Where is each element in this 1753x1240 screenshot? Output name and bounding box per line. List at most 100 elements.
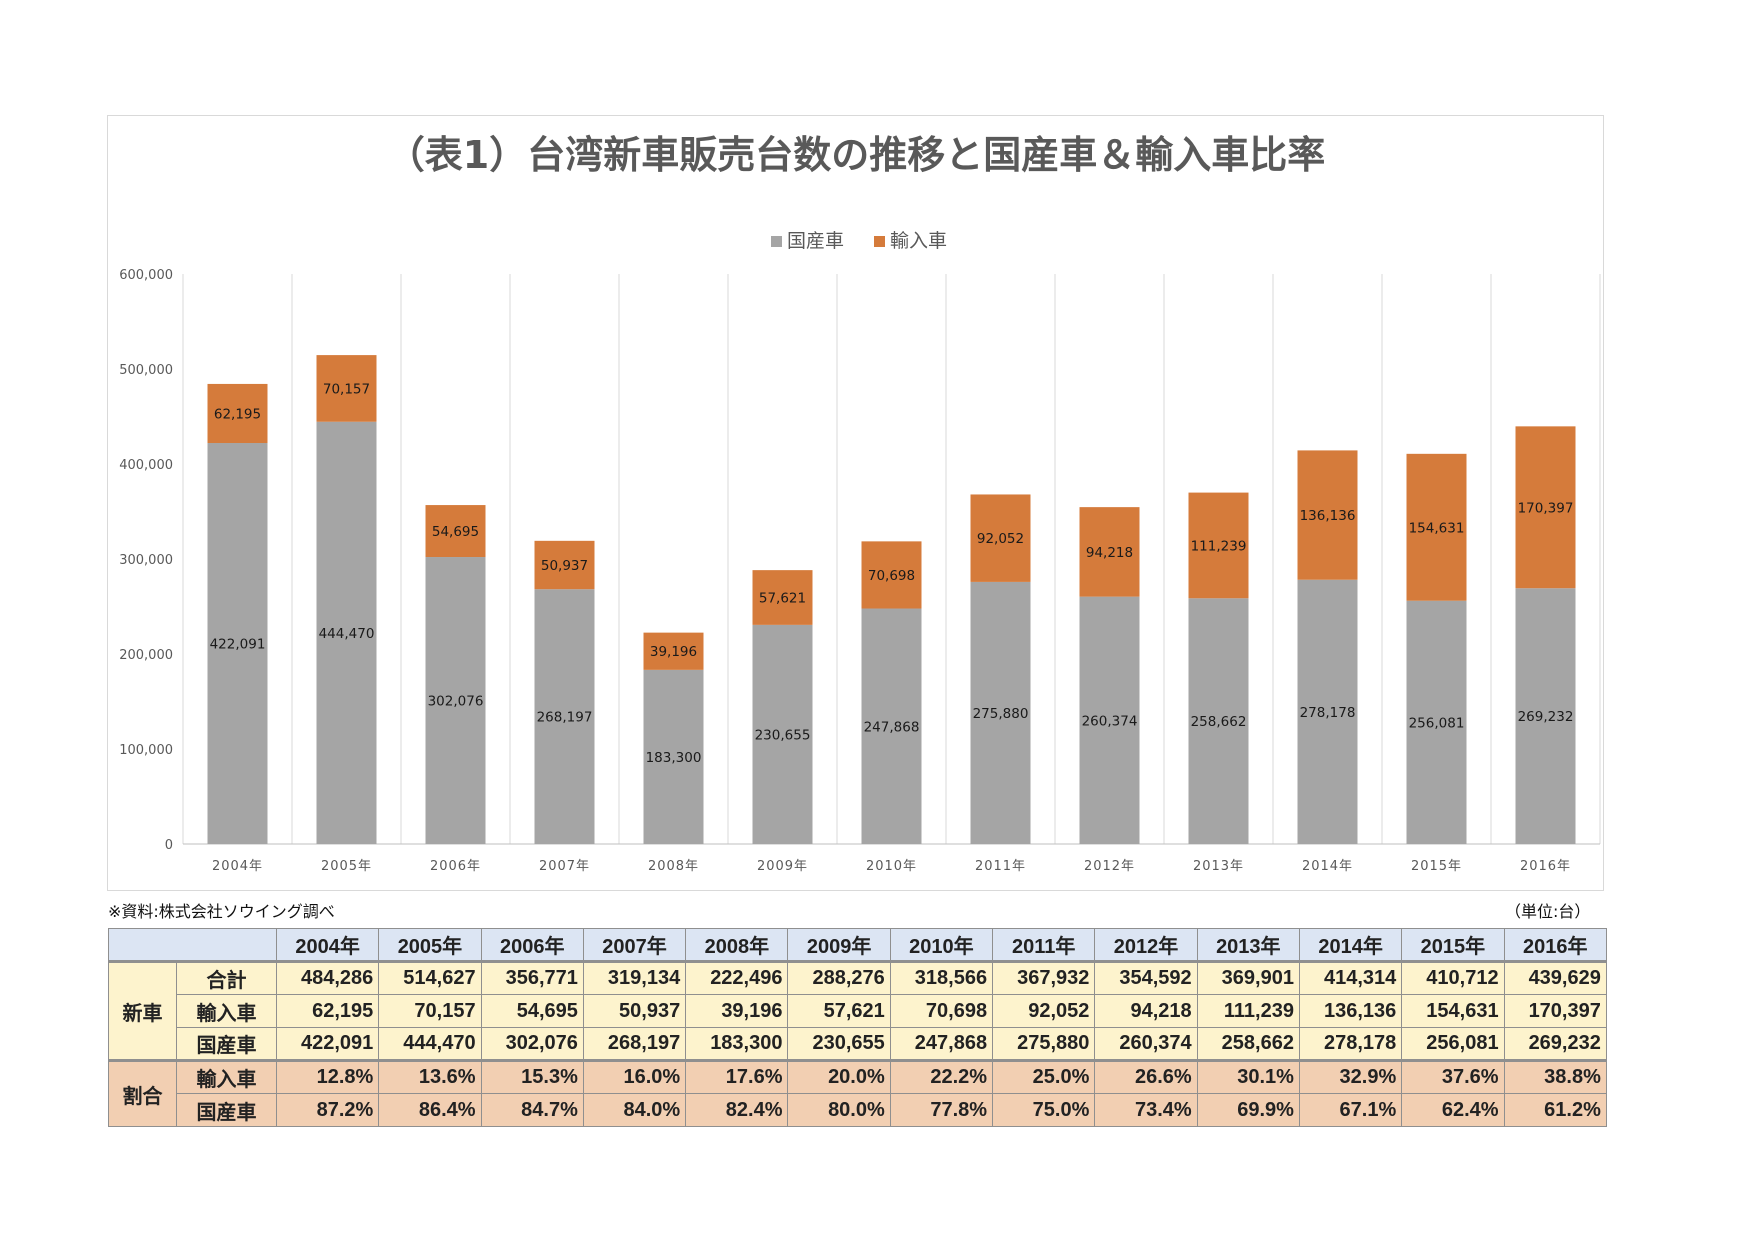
table-cell: 256,081 [1401, 1027, 1505, 1061]
bar-imported [1515, 426, 1576, 589]
table-cell: 15.3% [480, 1059, 584, 1094]
bar-domestic [970, 581, 1031, 844]
data-label-domestic: 422,091 [210, 637, 266, 653]
x-tick-label: 2015年 [1411, 859, 1462, 874]
table-cell: 30.1% [1196, 1059, 1300, 1094]
table-cell: 222,496 [685, 961, 789, 995]
bar-imported [1297, 450, 1358, 580]
table-cell: 61.2% [1503, 1093, 1607, 1127]
data-label-imported: 111,239 [1191, 538, 1247, 554]
table-cell: 25.0% [992, 1059, 1096, 1094]
table-cell: 92,052 [992, 994, 1096, 1028]
table-corner-cell [108, 928, 277, 963]
table-cell: 278,178 [1298, 1027, 1403, 1061]
data-label-domestic: 275,880 [973, 706, 1029, 722]
bar-domestic [1406, 600, 1467, 844]
y-tick-label: 400,000 [119, 458, 173, 473]
table-column-header: 2010年 [889, 928, 994, 963]
bar-domestic [207, 443, 268, 844]
y-tick-label: 300,000 [119, 553, 173, 568]
table-cell: 50,937 [582, 994, 687, 1028]
bar-domestic [1079, 596, 1140, 844]
table-cell: 111,239 [1196, 994, 1300, 1028]
table-cell: 77.8% [889, 1093, 994, 1127]
table-cell: 356,771 [480, 961, 584, 995]
table-group-sales: 新車 合計 484,286 514,627 356,771 319,134 222,496 2… [108, 961, 1607, 1061]
data-label-imported: 94,218 [1086, 545, 1133, 561]
table-row: 国産車 87.2% 86.4% 84.7% 84.0% 82.4% 80.0% 77.8% 75… [109, 1093, 1607, 1127]
x-tick-label: 2013年 [1193, 859, 1244, 874]
data-label-domestic: 256,081 [1409, 715, 1465, 731]
table-column-header: 2013年 [1196, 928, 1300, 963]
table-cell: 16.0% [582, 1059, 687, 1094]
data-label-domestic: 278,178 [1300, 705, 1356, 721]
table-cell: 70,698 [889, 994, 994, 1028]
table-cell: 86.4% [378, 1093, 482, 1127]
data-label-domestic: 269,232 [1518, 709, 1574, 725]
table-cell: 275,880 [992, 1027, 1096, 1061]
table-cell: 247,868 [889, 1027, 994, 1061]
table-cell: 37.6% [1401, 1059, 1505, 1094]
table-column-header: 2004年 [275, 928, 380, 963]
table-row: 新車 合計 484,286 514,627 356,771 319,134 222,496 2… [108, 961, 1607, 1061]
legend-label-imported: 輸入車 [890, 230, 947, 252]
x-tick-label: 2014年 [1302, 859, 1353, 874]
table-row-label: 合計 [176, 961, 277, 995]
x-tick-label: 2010年 [866, 859, 917, 874]
x-tick-label: 2007年 [539, 859, 590, 874]
data-label-imported: 39,196 [650, 644, 697, 660]
x-tick-label: 2016年 [1520, 859, 1571, 874]
table-cell: 57,621 [787, 994, 891, 1028]
y-tick-label: 500,000 [119, 363, 173, 378]
data-label-imported: 136,136 [1300, 508, 1356, 524]
table-cell: 54,695 [480, 994, 584, 1028]
table-cell: 230,655 [787, 1027, 891, 1061]
table-column-header: 2005年 [378, 928, 482, 963]
table-cell: 26.6% [1094, 1059, 1198, 1094]
table-row-label: 国産車 [176, 1093, 277, 1127]
table-cell: 82.4% [685, 1093, 789, 1127]
table-column-header: 2012年 [1094, 928, 1198, 963]
data-label-domestic: 268,197 [537, 710, 593, 726]
table-cell: 258,662 [1196, 1027, 1300, 1061]
table-column-header: 2015年 [1401, 928, 1505, 963]
bar-imported [643, 632, 704, 670]
table-row-label: 輸入車 [176, 994, 277, 1028]
bar-domestic [1515, 588, 1576, 844]
table-cell: 318,566 [889, 961, 994, 995]
data-label-imported: 70,698 [868, 568, 915, 584]
table-cell: 67.1% [1298, 1093, 1403, 1127]
table-cell: 154,631 [1401, 994, 1505, 1028]
table-cell: 75.0% [992, 1093, 1096, 1127]
table-column-header: 2016年 [1503, 928, 1607, 963]
table-group-label: 新車 [108, 961, 177, 1061]
x-tick-label: 2009年 [757, 859, 808, 874]
chart-panel: （表1）台湾新車販売台数の推移と国産車＆輸入車比率 国産車 輸入車 0 100,000 2… [107, 115, 1604, 891]
table-cell: 62,195 [275, 994, 380, 1028]
x-tick-label: 2005年 [321, 859, 372, 874]
table-cell: 369,901 [1196, 961, 1300, 995]
table-cell: 84.0% [582, 1093, 687, 1127]
data-label-imported: 54,695 [432, 524, 479, 540]
table-cell: 80.0% [787, 1093, 891, 1127]
data-label-imported: 92,052 [977, 531, 1024, 547]
data-label-domestic: 230,655 [755, 727, 811, 743]
data-label-domestic: 260,374 [1082, 713, 1138, 729]
bar-imported [1188, 492, 1249, 599]
table-column-header: 2006年 [480, 928, 584, 963]
table-header-row: 2004年 2005年 2006年 2007年 2008年 2009年 2010年 2011年… [108, 928, 1607, 963]
unit-note: （単位:台） [1505, 902, 1591, 921]
data-table: 2004年 2005年 2006年 2007年 2008年 2009年 2010年 2011年… [108, 928, 1607, 1127]
x-tick-label: 2006年 [430, 859, 481, 874]
legend-swatch-imported [874, 236, 885, 247]
table-cell: 414,314 [1298, 961, 1403, 995]
bar-domestic [861, 608, 922, 844]
bar-domestic [1188, 598, 1249, 844]
table-cell: 84.7% [480, 1093, 584, 1127]
table-column-header: 2008年 [685, 928, 789, 963]
table-row: 輸入車 62,195 70,157 54,695 50,937 39,196 57,621 7… [109, 994, 1607, 1028]
table-cell: 70,157 [378, 994, 482, 1028]
table-cell: 354,592 [1094, 961, 1198, 995]
table-cell: 87.2% [275, 1093, 380, 1127]
data-label-domestic: 444,470 [319, 626, 375, 642]
